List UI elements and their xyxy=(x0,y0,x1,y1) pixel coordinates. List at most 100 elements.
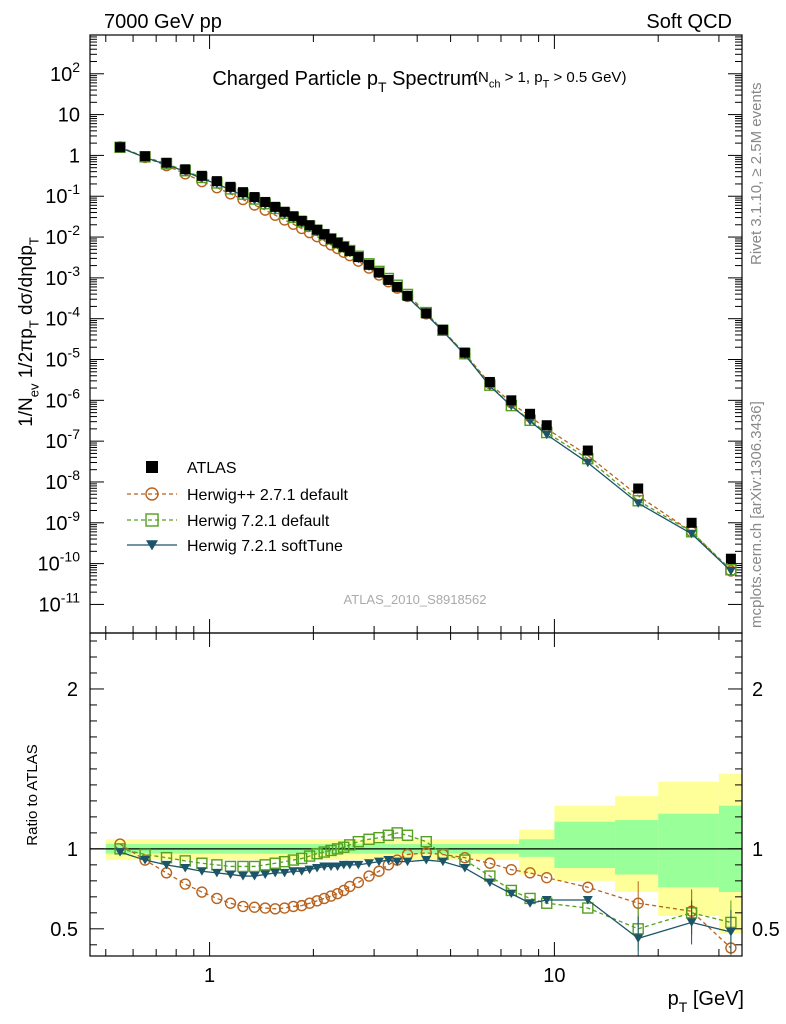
y-tick-label: 10-6 xyxy=(45,385,80,412)
atlas-data-point xyxy=(180,164,191,175)
main-data-point xyxy=(541,430,552,440)
legend: ATLAS Herwig++ 2.7.1 default Herwig 7.2.1 … xyxy=(127,460,349,555)
ratio-data-point xyxy=(303,897,316,909)
header-left: 7000 GeV pp xyxy=(104,11,222,33)
ratio-data-point xyxy=(326,862,337,871)
header-right: Soft QCD xyxy=(646,11,732,33)
ratio-data-point xyxy=(180,864,191,873)
ratio-series-2 xyxy=(115,848,736,956)
ratio-data-point xyxy=(344,860,355,870)
ratio-data-point xyxy=(402,857,413,867)
ratio-data-point xyxy=(392,857,403,867)
atlas-data-point xyxy=(633,483,644,494)
ratio-data-point xyxy=(115,848,126,857)
atlas-data-point xyxy=(686,517,697,528)
ratio-data-point xyxy=(224,897,237,909)
atlas-data-point xyxy=(196,170,207,181)
ratio-data-point xyxy=(312,864,323,873)
ratio-data-point xyxy=(179,878,191,890)
ratio-data-point xyxy=(353,860,364,870)
ratio-data-point xyxy=(344,839,356,851)
ratio-data-point xyxy=(421,856,432,865)
ratio-data-point xyxy=(541,871,553,884)
ratio-data-point xyxy=(506,889,517,899)
ratio-data-point xyxy=(525,899,536,908)
legend-marker xyxy=(146,540,158,551)
atlas-data-point xyxy=(383,274,394,285)
y-tick-label: 10-5 xyxy=(45,345,80,372)
atlas-data-point xyxy=(506,395,517,406)
ratio-y-tick-label: 0.5 xyxy=(50,919,78,941)
ratio-data-point xyxy=(437,857,448,867)
ratio-y-tick-label-right: 1 xyxy=(752,839,763,861)
main-data-point xyxy=(525,417,536,426)
atlas-data-point xyxy=(225,181,236,192)
ratio-data-point xyxy=(249,872,260,881)
atlas-data-point xyxy=(582,445,593,456)
ratio-data-point xyxy=(484,857,496,869)
atlas-data-point xyxy=(525,408,536,419)
ratio-data-point xyxy=(296,852,308,865)
atlas-data-point xyxy=(140,151,151,162)
ratio-data-point xyxy=(196,867,207,876)
y-tick-label: 10-4 xyxy=(45,304,80,331)
atlas-data-point xyxy=(296,215,307,226)
atlas-data-point xyxy=(312,224,323,235)
ratio-series-line xyxy=(119,843,732,949)
ratio-data-point xyxy=(287,854,300,866)
ratio-band-inner xyxy=(658,813,719,888)
ratio-data-point xyxy=(524,867,536,879)
y-tick-label: 10-11 xyxy=(39,589,81,616)
atlas-data-point xyxy=(459,347,470,358)
ratio-data-point xyxy=(420,835,432,848)
main-subtitle: (Nch > 1, pT > 0.5 GeV) xyxy=(473,69,626,90)
ratio-data-point xyxy=(287,900,300,913)
ratio-data-point xyxy=(352,835,365,848)
ratio-band-inner xyxy=(519,839,555,857)
legend-marker xyxy=(145,487,159,501)
ratio-y-tick-label: 2 xyxy=(67,679,78,701)
ratio-series-line xyxy=(119,832,732,930)
legend-label: ATLAS xyxy=(187,460,237,477)
ratio-data-point xyxy=(311,847,323,860)
ratio-data-point xyxy=(331,887,344,900)
atlas-data-point xyxy=(304,220,315,231)
ratio-data-point xyxy=(211,892,223,905)
atlas-data-point xyxy=(392,281,403,292)
y-tick-label: 10-3 xyxy=(45,263,80,290)
ratio-data-point xyxy=(582,896,593,905)
atlas-data-point xyxy=(249,192,260,203)
atlas-data-point xyxy=(332,237,343,248)
y-tick-label: 10 xyxy=(58,105,80,127)
y-tick-label: 10-1 xyxy=(45,181,80,208)
ratio-data-point xyxy=(325,890,337,902)
ratio-data-point xyxy=(582,881,594,893)
main-axis-ticks: 10-1110-1010-910-810-710-610-510-410-310… xyxy=(38,35,742,633)
ratio-data-point xyxy=(140,856,151,865)
y-tick-label: 10-10 xyxy=(38,549,81,576)
ratio-data-point xyxy=(352,876,365,889)
analysis-watermark: ATLAS_2010_S8918562 xyxy=(344,592,487,607)
main-series-layer xyxy=(114,141,737,577)
ratio-data-point xyxy=(296,899,308,912)
ratio-data-point xyxy=(278,902,291,914)
atlas-data-point xyxy=(541,420,552,431)
y-tick-label: 102 xyxy=(50,59,80,86)
ratio-data-point xyxy=(211,868,222,878)
ratio-y-tick-label: 1 xyxy=(67,839,78,861)
atlas-data-point xyxy=(161,157,172,168)
atlas-data-point xyxy=(402,290,413,301)
ratio-data-point xyxy=(331,843,344,855)
ratio-data-point xyxy=(373,865,385,877)
ratio-band-inner xyxy=(554,821,616,869)
atlas-data-point xyxy=(364,259,375,270)
ratio-data-point xyxy=(686,918,697,927)
main-data-point xyxy=(725,566,736,576)
atlas-data-point xyxy=(338,241,349,252)
ratio-data-point xyxy=(338,841,350,853)
y-tick-label: 1 xyxy=(69,145,80,167)
ratio-data-point xyxy=(237,900,249,913)
atlas-data-point xyxy=(344,245,355,256)
ratio-data-point xyxy=(288,867,299,876)
